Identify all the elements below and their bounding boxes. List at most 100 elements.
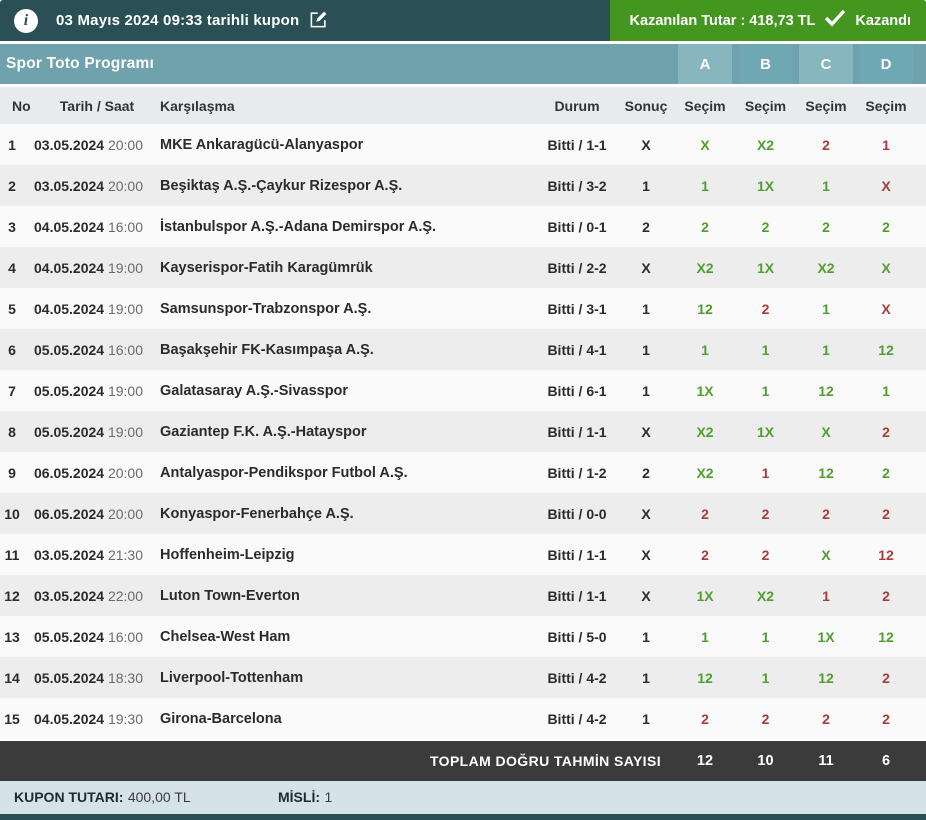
row-time: 20:00: [107, 177, 144, 194]
row-match: Başakşehir FK-Kasımpaşa A.Ş.: [160, 341, 374, 358]
row-result: X: [641, 546, 651, 563]
column-b-label: B: [738, 44, 793, 84]
won-banner: Kazanılan Tutar : 418,73 TL Kazandı: [609, 0, 926, 41]
row-pick-a: X2: [696, 464, 714, 481]
row-time: 16:00: [107, 218, 144, 235]
row-pick-a: 1: [701, 628, 709, 645]
row-pick-a: 12: [697, 300, 713, 317]
row-pick-c: 12: [818, 382, 834, 399]
row-status: Bitti / 4-2: [547, 710, 607, 727]
edit-coupon-button[interactable]: [309, 10, 328, 32]
row-pick-a: 1X: [696, 382, 714, 399]
row-date: 06.05.2024: [34, 505, 105, 522]
row-match: Luton Town-Everton: [160, 587, 300, 604]
row-pick-b: 2: [761, 546, 770, 563]
row-date-cell: 03.05.2024 20:00: [34, 178, 160, 194]
row-result: X: [641, 136, 651, 153]
header-pick-d: Seçim: [865, 97, 907, 114]
row-time: 22:00: [107, 587, 144, 604]
row-date: 04.05.2024: [34, 300, 105, 317]
row-pick-a: X2: [696, 259, 714, 276]
coupon-amount-value: 400,00 TL: [127, 788, 191, 805]
row-match: MKE Ankaragücü-Alanyaspor: [160, 136, 364, 153]
check-icon: [824, 9, 846, 32]
row-date-cell: 06.05.2024 20:00: [34, 465, 160, 481]
column-d-label: D: [859, 44, 913, 84]
row-date-cell: 05.05.2024 18:30: [34, 670, 160, 686]
multiplier-group: MİSLİ: 1: [278, 789, 332, 807]
bottom-strip: [0, 814, 926, 820]
row-pick-d: 2: [882, 669, 890, 686]
row-pick-d: 1: [882, 136, 890, 153]
row-result: X: [641, 505, 651, 522]
row-time: 19:30: [107, 710, 144, 727]
table-row: 5 04.05.2024 19:00 Samsunspor-Trabzonspo…: [0, 288, 926, 329]
row-pick-c: 12: [818, 669, 834, 686]
row-date: 05.05.2024: [34, 423, 105, 440]
row-pick-c: 2: [822, 505, 830, 522]
row-status: Bitti / 0-1: [547, 218, 607, 235]
coupon-amount-label: KUPON TUTARI:: [14, 788, 124, 805]
row-date-cell: 05.05.2024 19:00: [34, 424, 160, 440]
row-status: Bitti / 1-1: [547, 546, 607, 563]
row-match: Liverpool-Tottenham: [160, 669, 304, 686]
row-pick-b: 2: [761, 300, 770, 317]
row-pick-a: 2: [701, 710, 709, 727]
row-pick-c: 12: [818, 464, 834, 481]
row-pick-b: 1: [761, 669, 770, 686]
row-date-cell: 05.05.2024 16:00: [34, 629, 160, 645]
row-status: Bitti / 4-2: [547, 669, 607, 686]
row-pick-c: 2: [822, 218, 830, 235]
row-status: Bitti / 1-1: [547, 587, 607, 604]
row-pick-b: 1: [761, 382, 770, 399]
row-pick-a: 1: [701, 177, 709, 194]
row-no: 13: [4, 628, 20, 645]
row-status: Bitti / 5-0: [547, 628, 607, 645]
row-time: 20:00: [107, 136, 144, 153]
row-time: 21:30: [107, 546, 144, 563]
row-result: 1: [642, 710, 650, 727]
table-row: 13 05.05.2024 16:00 Chelsea-West Ham Bit…: [0, 616, 926, 657]
header-result: Sonuç: [624, 97, 668, 114]
header-pick-a: Seçim: [684, 97, 726, 114]
row-no: 3: [8, 218, 16, 235]
row-no: 15: [4, 710, 20, 727]
row-match: Girona-Barcelona: [160, 710, 282, 727]
row-pick-d: X: [881, 300, 891, 317]
row-result: X: [641, 587, 651, 604]
row-pick-b: 1: [761, 628, 770, 645]
row-result: 1: [642, 669, 650, 686]
row-result: 1: [642, 300, 650, 317]
row-time: 16:00: [107, 628, 144, 645]
totals-label: TOPLAM DOĞRU TAHMİN SAYISI: [429, 753, 661, 769]
coupon-summary: KUPON TUTARI: 400,00 TL MİSLİ: 1: [0, 781, 926, 814]
row-pick-c: 1X: [817, 628, 835, 645]
row-time: 20:00: [107, 505, 144, 522]
row-match: Hoffenheim-Leipzig: [160, 546, 295, 563]
row-time: 20:00: [107, 464, 144, 481]
program-bar: Spor Toto Programı A B C D: [0, 44, 926, 84]
row-no: 4: [8, 259, 16, 276]
column-c-label: C: [799, 44, 853, 84]
row-pick-c: 2: [822, 710, 830, 727]
totals-bar: TOPLAM DOĞRU TAHMİN SAYISI 12 10 11 6: [0, 741, 926, 781]
header-no: No: [12, 97, 31, 114]
table-row: 15 04.05.2024 19:30 Girona-Barcelona Bit…: [0, 698, 926, 739]
row-pick-c: 1: [822, 341, 830, 358]
table-row: 14 05.05.2024 18:30 Liverpool-Tottenham …: [0, 657, 926, 698]
info-icon[interactable]: i: [14, 8, 38, 33]
coupon-header: i 03 Mayıs 2024 09:33 tarihli kupon Kaza…: [0, 0, 926, 41]
row-pick-a: 1: [701, 341, 709, 358]
row-pick-b: 1: [761, 341, 770, 358]
row-match: Galatasaray A.Ş.-Sivasspor: [160, 382, 349, 399]
row-no: 8: [8, 423, 16, 440]
row-pick-d: 2: [882, 587, 890, 604]
row-pick-b: 1: [761, 464, 770, 481]
row-pick-a: 2: [701, 218, 709, 235]
row-match: Antalyaspor-Pendikspor Futbol A.Ş.: [160, 464, 408, 481]
row-date-cell: 03.05.2024 22:00: [34, 588, 160, 604]
table-row: 6 05.05.2024 16:00 Başakşehir FK-Kasımpa…: [0, 329, 926, 370]
row-date: 04.05.2024: [34, 710, 105, 727]
table-row: 9 06.05.2024 20:00 Antalyaspor-Pendikspo…: [0, 452, 926, 493]
row-pick-d: 2: [882, 218, 890, 235]
